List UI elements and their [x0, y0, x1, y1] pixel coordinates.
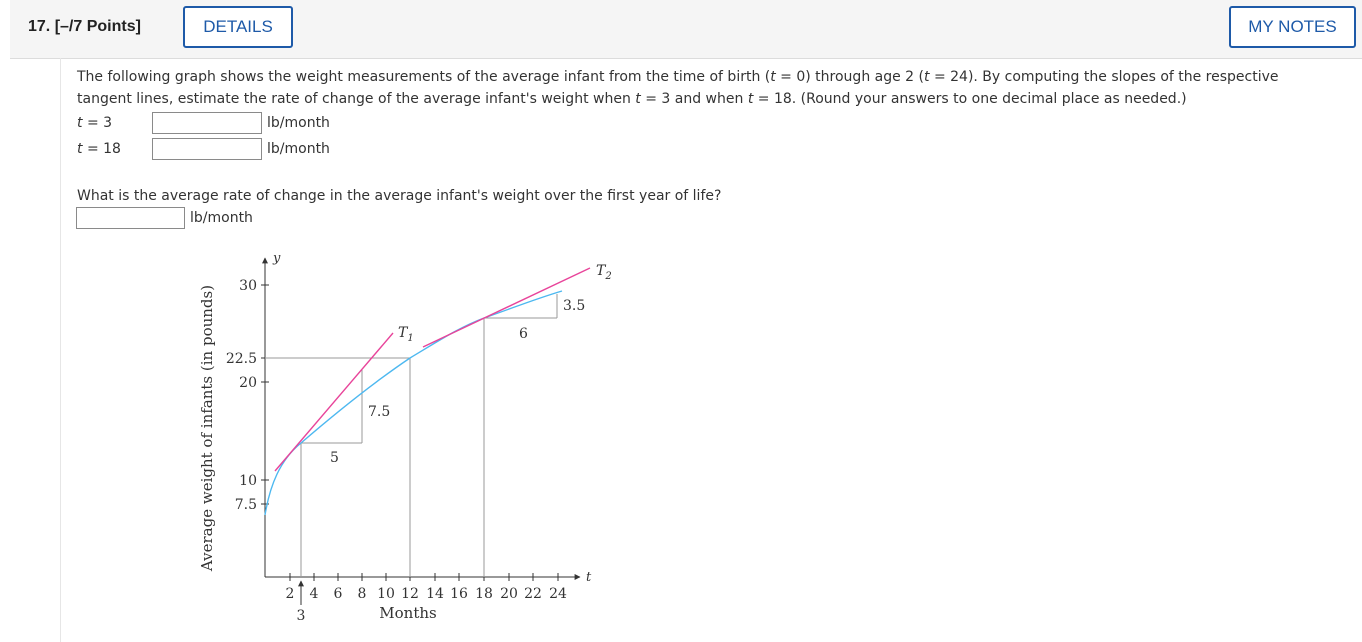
tangent-t2 [422, 267, 591, 348]
x-tick-3: 3 [297, 608, 306, 624]
answer-unit-t3: lb/month [267, 115, 330, 131]
x-tick-24: 24 [549, 586, 567, 602]
guide-lines [265, 294, 558, 577]
y-axis-var: y [272, 251, 281, 266]
x-tick-6: 6 [334, 586, 343, 602]
answer-input-avg-rate[interactable] [76, 207, 185, 229]
answer-label-t18: t = 18 [77, 141, 121, 157]
x-tick-14: 14 [426, 586, 444, 602]
y-tick-10: 10 [239, 473, 257, 489]
y-tick-30: 30 [239, 278, 257, 294]
tangent-t1 [274, 332, 394, 472]
x-ticks: 2 4 6 8 10 12 14 16 18 20 22 24 3 [286, 573, 567, 624]
x-tick-2: 2 [286, 586, 295, 602]
y-axis-title: Average weight of infants (in pounds) [198, 285, 216, 572]
y-ticks: 30 22.5 20 10 7.5 [226, 278, 269, 513]
run-label-t2: 6 [519, 326, 528, 342]
answer-unit-t18: lb/month [267, 141, 330, 157]
run-label-t1: 5 [330, 450, 339, 466]
y-tick-7.5: 7.5 [235, 497, 257, 513]
t2-label: T2 [596, 263, 612, 282]
answer-label-t3: t = 3 [77, 115, 113, 131]
problem-text: The following graph shows the weight mea… [77, 69, 1279, 107]
x-tick-16: 16 [450, 586, 468, 602]
left-border [60, 58, 61, 642]
weight-curve [264, 290, 563, 516]
x-tick-12: 12 [401, 586, 419, 602]
question-2-text: What is the average rate of change in th… [77, 188, 722, 204]
rise-label-t2: 3.5 [563, 298, 585, 314]
rise-label-t1: 7.5 [368, 404, 390, 420]
x-tick-10: 10 [377, 586, 395, 602]
y-tick-20: 20 [239, 375, 257, 391]
x-axis-var: t [586, 570, 592, 585]
question-header: 17. [–/7 Points] DETAILS MY NOTES [10, 0, 1362, 59]
answer-input-t3[interactable] [152, 112, 262, 134]
answer-input-t18[interactable] [152, 138, 262, 160]
x-tick-4: 4 [310, 586, 319, 602]
y-tick-22.5: 22.5 [226, 351, 257, 367]
details-button[interactable]: DETAILS [183, 6, 293, 48]
my-notes-button[interactable]: MY NOTES [1229, 6, 1356, 48]
x-tick-22: 22 [524, 586, 542, 602]
x-axis-title: Months [379, 604, 436, 622]
x-tick-18: 18 [475, 586, 493, 602]
x-tick-20: 20 [500, 586, 518, 602]
x-tick-8: 8 [358, 586, 367, 602]
answer-unit-avg-rate: lb/month [190, 210, 253, 226]
t1-label: T1 [398, 325, 414, 344]
question-number: 17. [–/7 Points] [28, 18, 141, 35]
